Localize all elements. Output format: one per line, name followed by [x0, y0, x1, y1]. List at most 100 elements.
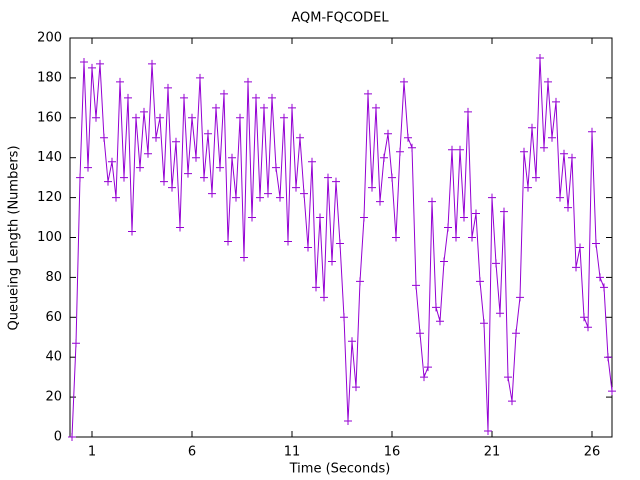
point-marker — [440, 257, 448, 266]
point-marker — [528, 123, 536, 132]
point-marker — [484, 427, 492, 436]
point-marker — [480, 319, 488, 328]
point-marker — [120, 173, 128, 182]
point-marker — [220, 89, 228, 98]
point-marker — [160, 177, 168, 186]
x-tick-label: 26 — [584, 445, 601, 460]
point-marker — [556, 193, 564, 202]
point-marker — [308, 157, 316, 166]
point-marker — [560, 149, 568, 158]
point-marker — [532, 173, 540, 182]
point-marker — [300, 189, 308, 198]
point-marker — [108, 157, 116, 166]
y-tick-label: 40 — [45, 350, 62, 365]
point-marker — [568, 153, 576, 162]
point-marker — [328, 257, 336, 266]
point-marker — [588, 127, 596, 136]
point-marker — [272, 163, 280, 172]
point-marker — [76, 173, 84, 182]
plot-frame — [69, 37, 613, 438]
point-marker — [492, 259, 500, 268]
point-marker — [348, 337, 356, 346]
point-marker — [496, 309, 504, 318]
point-marker — [72, 339, 80, 348]
point-marker — [88, 63, 96, 72]
point-marker — [232, 193, 240, 202]
point-marker — [580, 313, 588, 322]
point-marker — [536, 53, 544, 62]
point-marker — [488, 193, 496, 202]
point-marker — [172, 137, 180, 146]
point-marker — [92, 113, 100, 122]
point-marker — [592, 239, 600, 248]
point-marker — [552, 97, 560, 106]
point-marker — [100, 133, 108, 142]
point-marker — [244, 77, 252, 86]
point-marker — [516, 293, 524, 302]
x-axis-label: Time (Seconds) — [289, 462, 391, 477]
point-marker — [164, 83, 172, 92]
point-marker — [192, 153, 200, 162]
point-marker — [268, 93, 276, 102]
point-marker — [296, 133, 304, 142]
y-tick-label: 180 — [37, 70, 62, 85]
point-marker — [84, 163, 92, 172]
point-marker — [280, 113, 288, 122]
point-marker — [432, 303, 440, 312]
point-marker — [196, 73, 204, 82]
point-marker — [208, 189, 216, 198]
point-marker — [240, 253, 248, 262]
point-marker — [228, 153, 236, 162]
point-marker — [456, 145, 464, 154]
point-marker — [380, 153, 388, 162]
point-marker — [124, 93, 132, 102]
point-marker — [188, 113, 196, 122]
point-marker — [288, 103, 296, 112]
point-marker — [340, 313, 348, 322]
point-marker — [152, 133, 160, 142]
point-marker — [400, 77, 408, 86]
point-marker — [436, 317, 444, 326]
point-marker — [520, 147, 528, 156]
point-marker — [608, 387, 616, 396]
point-marker — [424, 363, 432, 372]
point-marker — [460, 213, 468, 222]
point-marker — [396, 147, 404, 156]
point-marker — [476, 277, 484, 286]
point-marker — [500, 207, 508, 216]
point-marker — [264, 189, 272, 198]
x-tick-label: 6 — [188, 445, 196, 460]
point-marker — [472, 209, 480, 218]
point-marker — [372, 103, 380, 112]
y-tick-label: 20 — [45, 390, 62, 405]
point-marker — [548, 133, 556, 142]
point-marker — [224, 237, 232, 246]
point-marker — [168, 183, 176, 192]
point-marker — [256, 193, 264, 202]
point-marker — [320, 293, 328, 302]
point-marker — [156, 113, 164, 122]
y-tick-label: 80 — [45, 270, 62, 285]
point-marker — [356, 277, 364, 286]
point-marker — [312, 283, 320, 292]
point-marker — [564, 203, 572, 212]
point-marker — [140, 107, 148, 116]
point-marker — [132, 113, 140, 122]
point-marker — [68, 433, 76, 441]
point-marker — [148, 59, 156, 68]
data-line — [71, 57, 613, 438]
y-tick-label: 60 — [45, 310, 62, 325]
point-marker — [336, 239, 344, 248]
point-marker — [420, 373, 428, 382]
point-marker — [448, 145, 456, 154]
y-tick-label: 100 — [37, 230, 62, 245]
point-marker — [376, 197, 384, 206]
point-marker — [416, 329, 424, 338]
point-marker — [584, 323, 592, 332]
point-marker — [116, 77, 124, 86]
point-marker — [176, 223, 184, 232]
point-marker — [304, 243, 312, 252]
point-marker — [572, 263, 580, 272]
